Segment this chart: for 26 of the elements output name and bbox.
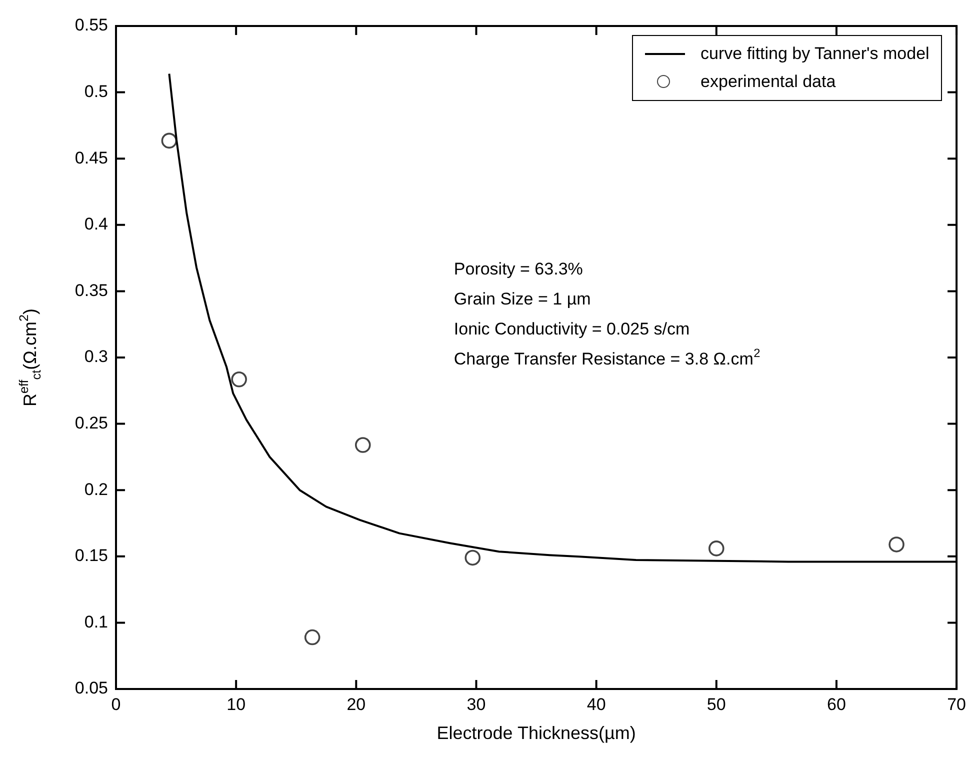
- x-tick-label: 50: [706, 694, 726, 714]
- x-tick-label: 30: [466, 694, 486, 714]
- y-tick-label: 0.05: [74, 678, 108, 698]
- legend-label: curve fitting by Tanner's model: [700, 43, 930, 65]
- annotation: Ionic Conductivity = 0.025 s/cm: [454, 320, 690, 339]
- annotation: Porosity = 63.3%: [454, 260, 583, 279]
- legend-label: experimental data: [700, 71, 836, 93]
- x-tick-label: 20: [346, 694, 366, 714]
- y-tick-label: 0.35: [74, 280, 108, 300]
- y-tick-label: 0.5: [84, 82, 108, 101]
- x-tick-label: 60: [827, 694, 846, 714]
- x-tick-label: 0: [111, 694, 121, 714]
- y-tick-label: 0.55: [74, 16, 108, 35]
- y-tick-label: 0.2: [84, 480, 108, 499]
- y-tick-label: 0.45: [74, 148, 108, 168]
- y-tick-label: 0.25: [74, 413, 108, 432]
- y-axis-title: Reffct(Ω.cm2): [16, 308, 44, 407]
- x-tick-label: 40: [586, 694, 606, 714]
- y-tick-label: 0.3: [84, 347, 108, 366]
- y-tick-label: 0.15: [74, 546, 108, 566]
- annotation: Grain Size = 1 µm: [454, 290, 591, 309]
- x-tick-label: 10: [226, 694, 246, 714]
- y-tick-label: 0.4: [84, 214, 108, 234]
- x-tick-label: 70: [947, 694, 966, 714]
- x-axis-title: Electrode Thickness(µm): [436, 723, 636, 744]
- y-tick-label: 0.1: [84, 612, 108, 632]
